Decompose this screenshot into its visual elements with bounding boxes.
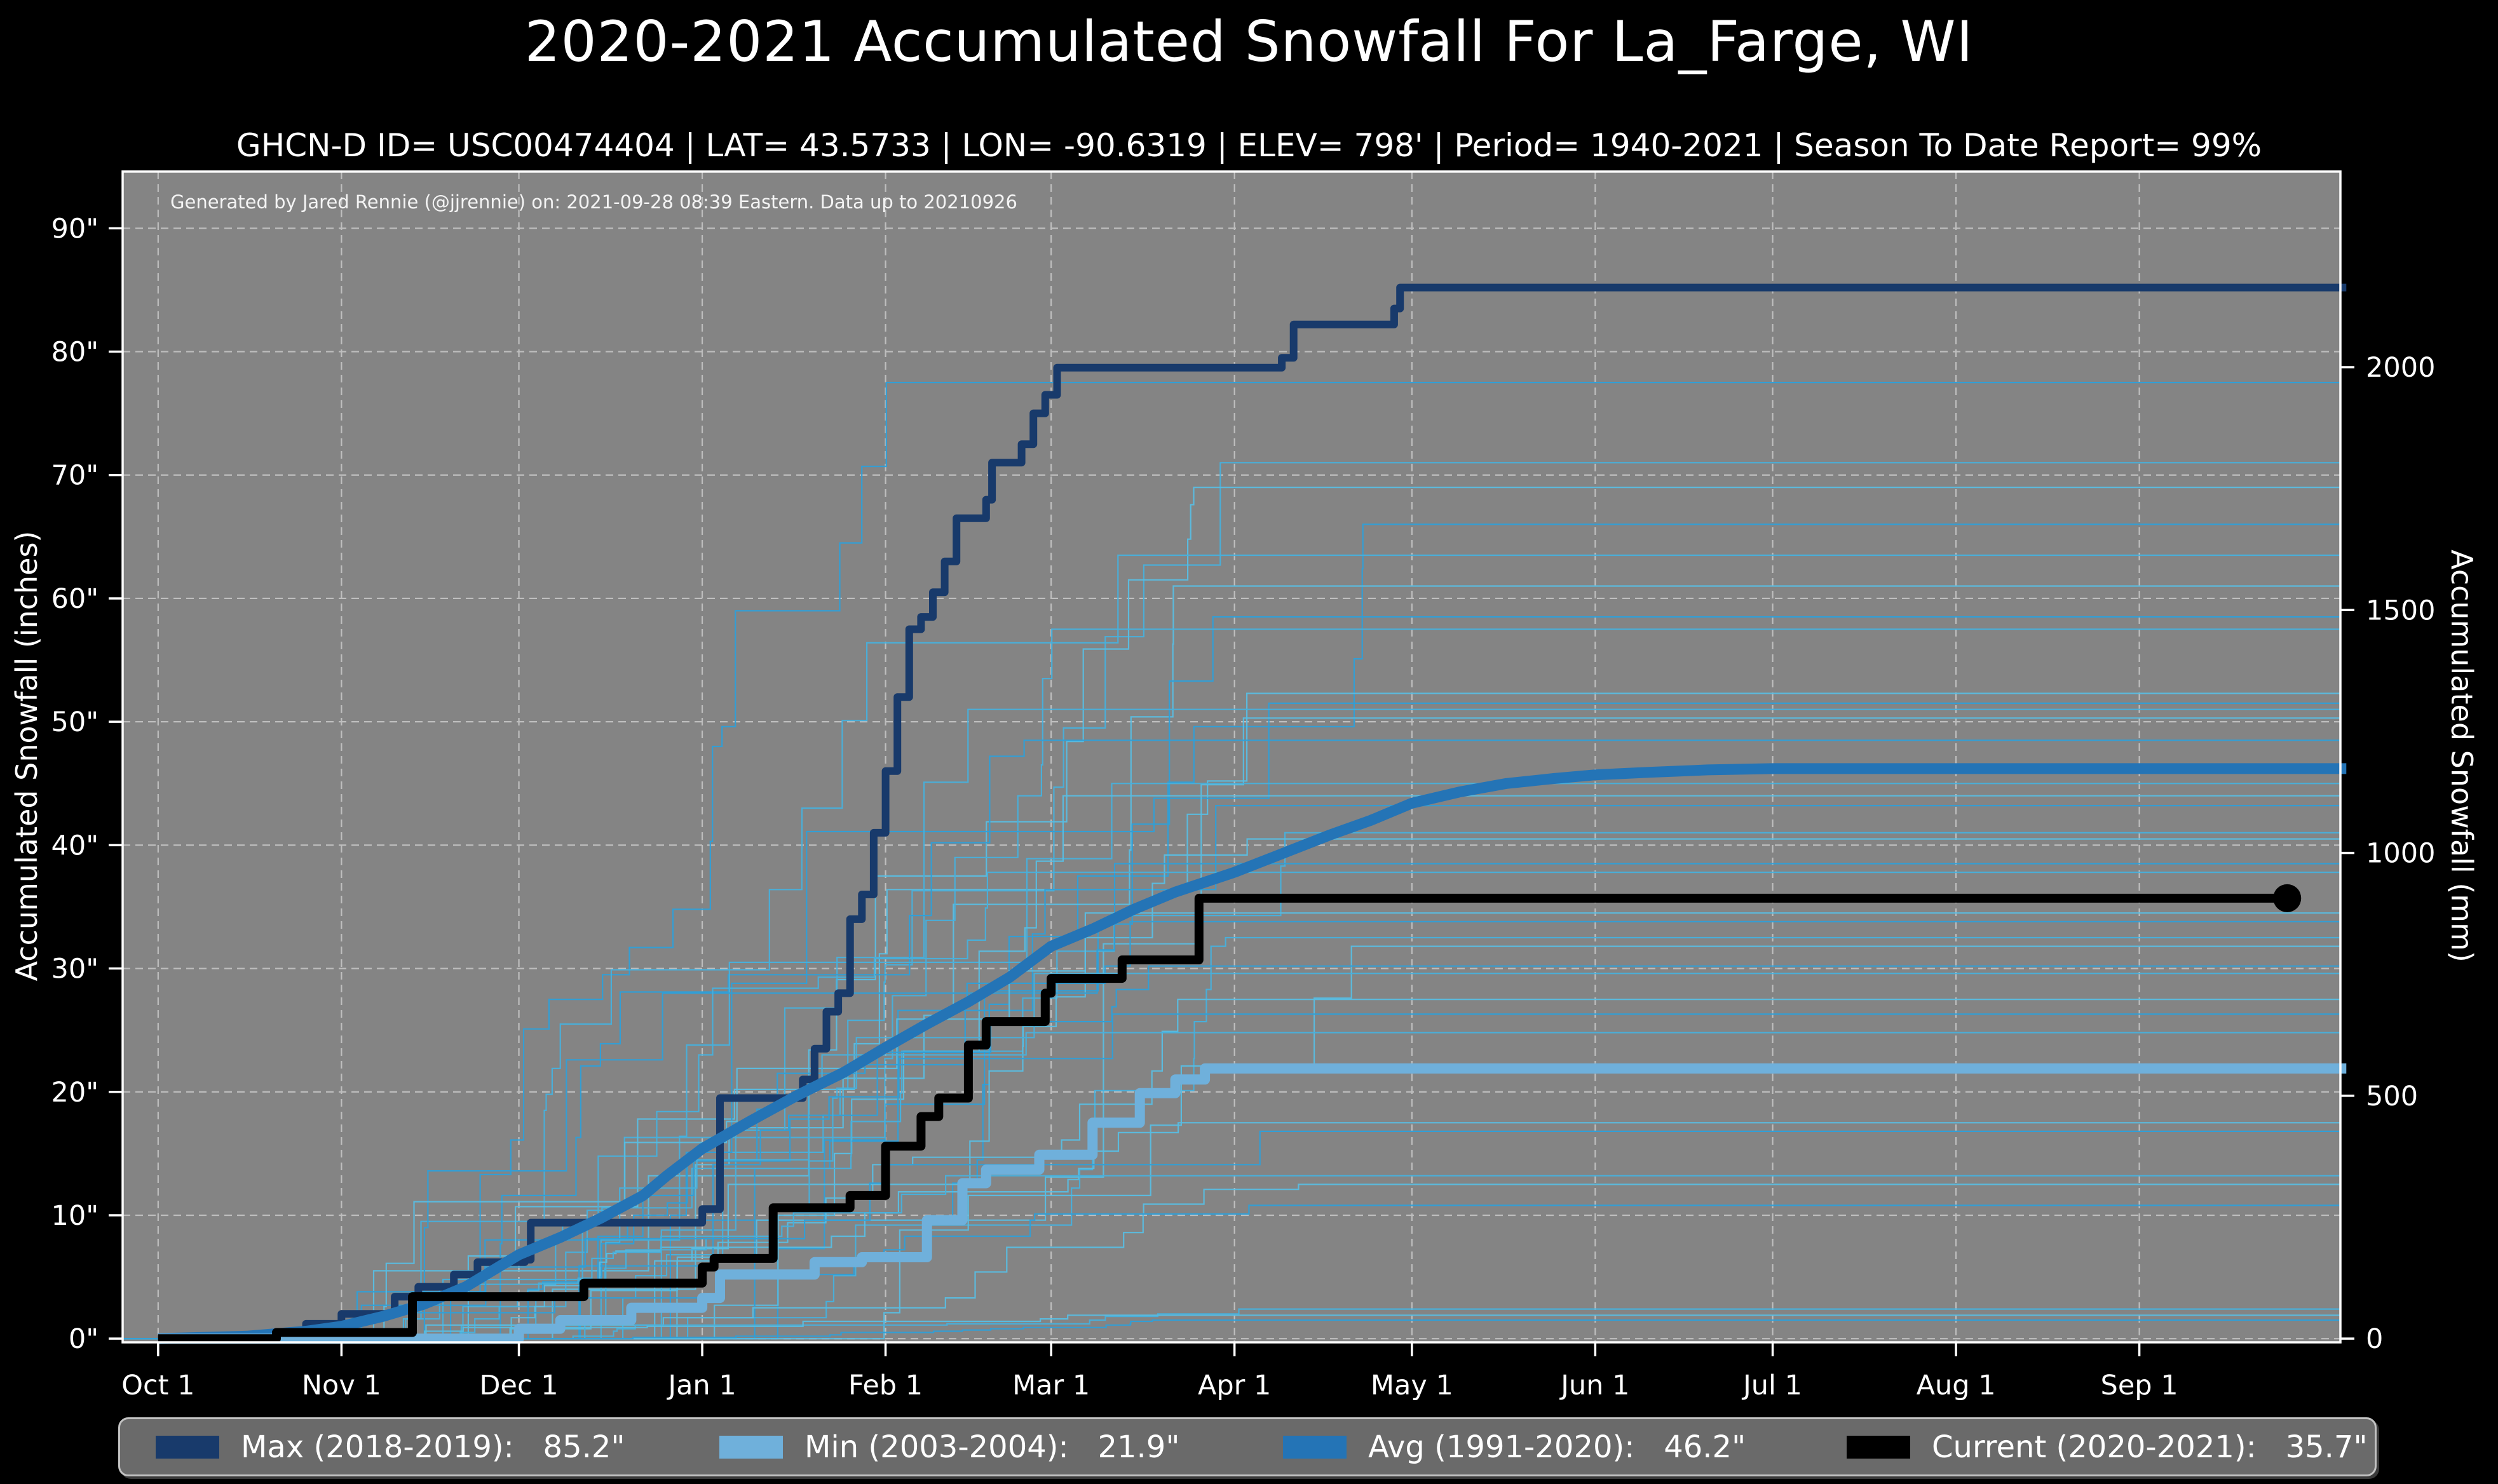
y-right-tick-label: 0 [2366, 1323, 2383, 1355]
background-season-line [123, 708, 2340, 1340]
y-right-tick-label: 1500 [2366, 595, 2435, 626]
y-left-tick-label: 10" [51, 1200, 99, 1232]
background-season-line [123, 739, 2340, 1340]
y-left-tick-label: 0" [69, 1323, 98, 1355]
background-season-line [123, 382, 2340, 1340]
series-avg-line [158, 763, 2347, 1344]
series-min-line [158, 1063, 2347, 1344]
y-left-tick-label: 30" [51, 954, 99, 985]
legend-item-label: Current (2020-2021): 35.7" [1932, 1429, 2368, 1465]
x-tick-label: Mar 1 [1012, 1370, 1090, 1401]
background-season-line [123, 999, 2340, 1340]
legend-item: Max (2018-2019): 85.2" [120, 1429, 684, 1465]
chart-subtitle: GHCN-D ID= USC00474404 | LAT= 43.5733 | … [236, 127, 2262, 164]
legend-item: Avg (1991-2020): 46.2" [1247, 1429, 1811, 1465]
legend-item-label: Max (2018-2019): 85.2" [241, 1429, 625, 1465]
y-left-tick-label: 40" [51, 830, 99, 861]
y-right-tick-label: 500 [2366, 1081, 2418, 1112]
x-tick-label: May 1 [1371, 1370, 1453, 1401]
y-left-tick-label: 80" [51, 337, 99, 368]
legend-color-patch [1283, 1435, 1347, 1459]
plot-background [123, 172, 2340, 1342]
y-right-tick-label: 1000 [2366, 838, 2435, 870]
background-season-line [123, 921, 2340, 1340]
tick-marks [109, 227, 2354, 1356]
legend-item-label: Min (2003-2004): 21.9" [804, 1429, 1180, 1465]
legend: Max (2018-2019): 85.2" Min (2003-2004): 2… [118, 1417, 2377, 1476]
x-tick-label: Oct 1 [121, 1370, 194, 1401]
background-season-line [123, 585, 2340, 1340]
x-tick-label: Apr 1 [1198, 1370, 1271, 1401]
background-season-line [123, 1175, 2340, 1340]
legend-item: Min (2003-2004): 21.9" [684, 1429, 1247, 1465]
background-season-line [123, 805, 2340, 1340]
y-right-axis-title: Accumulated Snowfall (mm) [2445, 550, 2479, 962]
legend-item: Current (2020-2021): 35.7" [1811, 1429, 2375, 1465]
x-tick-label: Nov 1 [302, 1370, 381, 1401]
legend-color-patch [156, 1435, 219, 1459]
axes-spines [121, 170, 2342, 1344]
background-season-line [123, 872, 2340, 1340]
y-right-tick-label: 2000 [2366, 352, 2435, 384]
background-season-line [123, 936, 2340, 1340]
background-season-line [123, 1319, 2340, 1340]
current-end-dot [2273, 884, 2302, 912]
series-max-line [158, 283, 2347, 1343]
background-season-line [123, 783, 2340, 1340]
x-tick-label: Sep 1 [2101, 1370, 2178, 1401]
background-season-line [123, 1013, 2340, 1340]
page-title: 2020-2021 Accumulated Snowfall For La_Fa… [524, 9, 1974, 74]
y-left-tick-label: 50" [51, 706, 99, 738]
x-tick-label: Jul 1 [1741, 1370, 1802, 1401]
x-tick-label: Dec 1 [479, 1370, 558, 1401]
x-tick-label: Jan 1 [666, 1370, 736, 1401]
generated-by-annotation: Generated by Jared Rennie (@jjrennie) on… [170, 191, 1017, 213]
y-left-tick-label: 20" [51, 1077, 99, 1109]
tick-labels: Oct 1 Nov 1 Dec 1 Jan 1 Feb 1 Mar 1 Apr 1 May 1… [51, 213, 2436, 1401]
y-left-axis-title: Accumulated Snowfall (inches) [10, 530, 44, 981]
y-left-tick-label: 60" [51, 583, 99, 615]
background-season-line [123, 462, 2340, 1340]
background-season-line [123, 912, 2340, 1340]
background-season-line [123, 795, 2340, 1340]
x-tick-label: Aug 1 [1917, 1370, 1996, 1401]
legend-item-label: Avg (1991-2020): 46.2" [1368, 1429, 1746, 1465]
y-left-tick-label: 70" [51, 460, 99, 492]
legend-color-patch [719, 1435, 783, 1459]
background-season-line [123, 554, 2340, 1340]
background-season-line [123, 523, 2340, 1340]
series-current-line [158, 893, 2288, 1344]
x-tick-label: Feb 1 [848, 1370, 923, 1401]
background-season-line [123, 628, 2340, 1340]
x-tick-label: Jun 1 [1559, 1370, 1629, 1401]
legend-color-patch [1847, 1435, 1910, 1459]
y-left-tick-label: 90" [51, 213, 99, 245]
